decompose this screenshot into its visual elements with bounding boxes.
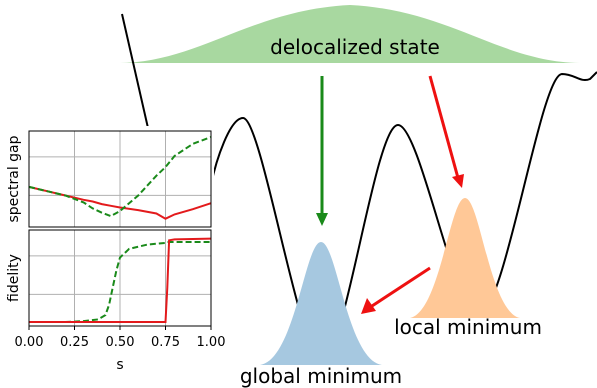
red-arrow-to-local-minimum	[428, 75, 464, 188]
x-tick-label-3: 0.75	[151, 335, 180, 350]
fidelity-grid	[29, 230, 211, 326]
local-minimum-distribution	[410, 198, 520, 318]
global-minimum-distribution	[260, 242, 382, 365]
spectral-gap-series-dashed	[28, 136, 212, 218]
potential-energy-curve	[210, 71, 597, 363]
spectral-gap-axes-frame	[28, 130, 212, 228]
delocalized-state-label: delocalized state	[270, 35, 440, 59]
fidelity-ylabel: fidelity	[6, 254, 22, 302]
local-minimum-label: local minimum	[394, 315, 542, 339]
x-tick-label-4: 1.00	[197, 335, 226, 350]
spectral-gap-panel: spectral gap	[6, 130, 212, 228]
spectral-gap-series	[28, 136, 212, 220]
spectral-gap-grid	[29, 131, 211, 227]
fidelity-x-ticks: 0.00 0.25 0.50 0.75 1.00	[15, 326, 226, 350]
x-tick-label-0: 0.00	[15, 335, 44, 350]
fidelity-xlabel: s	[116, 357, 123, 373]
fidelity-series	[29, 237, 212, 323]
global-minimum-label: global minimum	[240, 364, 402, 388]
inset-chart: spectral gap fidelity 0.00 0.25 0.50 0.75 1.…	[0, 126, 225, 388]
potential-curve-left-branch	[121, 13, 149, 129]
x-tick-label-2: 0.50	[106, 335, 135, 350]
fidelity-panel: fidelity 0.00 0.25 0.50 0.75 1.00 s	[6, 229, 226, 373]
delocalized-state-distribution	[120, 5, 580, 63]
x-tick-label-1: 0.25	[60, 335, 89, 350]
fidelity-series-solid	[29, 237, 212, 323]
spectral-gap-ylabel: spectral gap	[6, 135, 22, 222]
red-arrow-to-global-minimum	[361, 266, 431, 314]
green-arrow-down	[316, 76, 328, 226]
